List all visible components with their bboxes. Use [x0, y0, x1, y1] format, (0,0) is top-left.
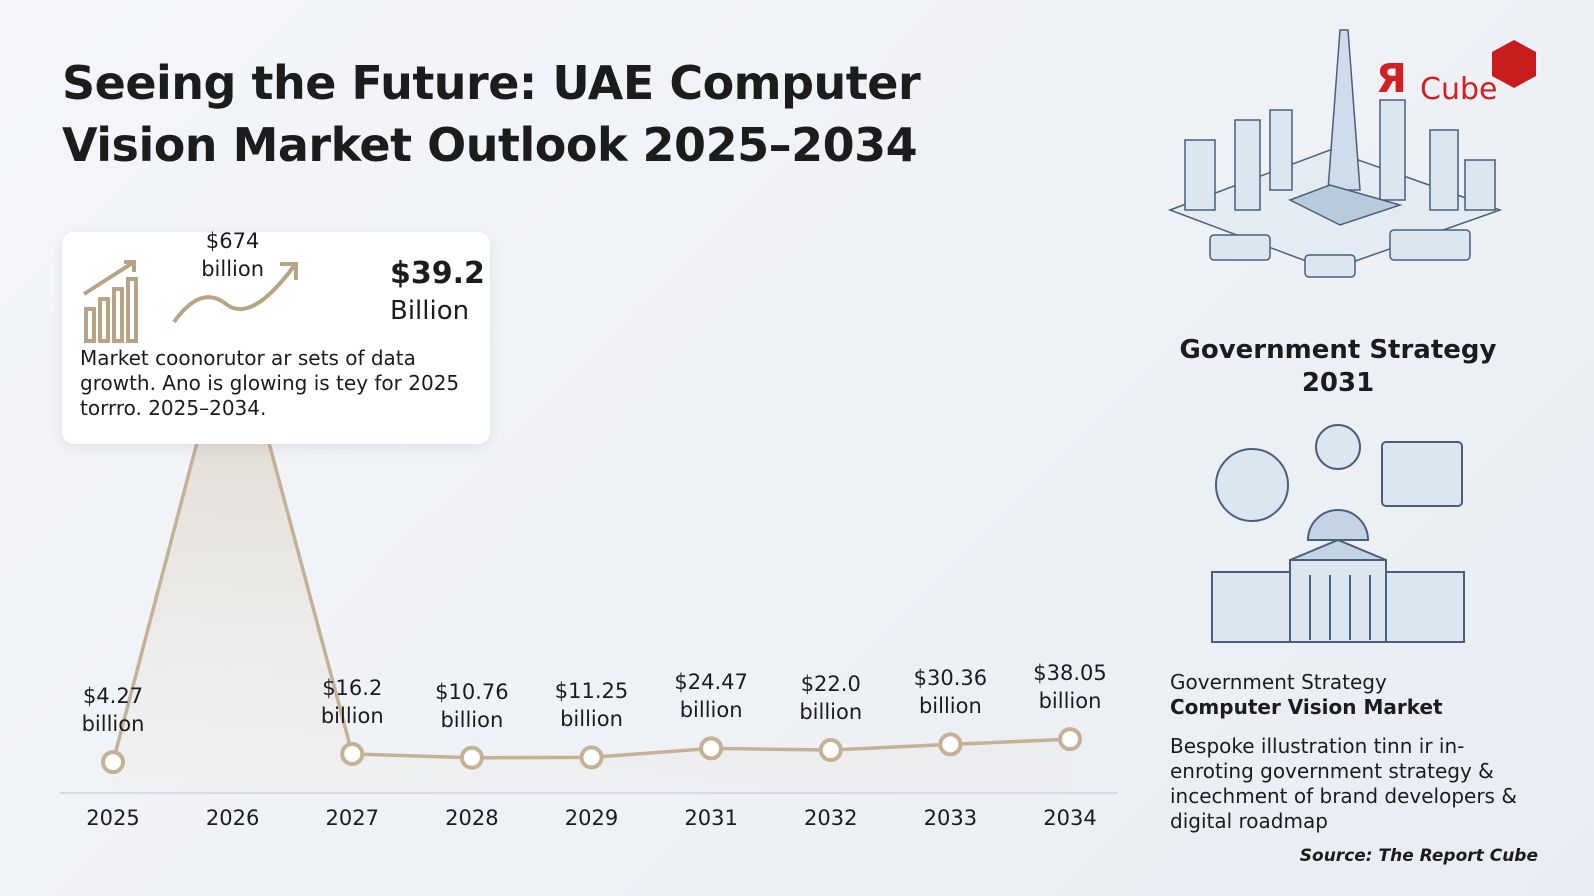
value-label: $30.36 billion — [913, 666, 988, 719]
x-tick-label: 2025 — [86, 806, 140, 830]
point — [579, 745, 604, 770]
card-unit: Billion — [390, 296, 470, 326]
value-label: $38.05 billion — [1033, 661, 1107, 714]
x-tick-label: 2034 — [1043, 806, 1097, 830]
value-label: $16.2 billion — [320, 675, 384, 728]
point — [101, 750, 125, 775]
logo-mark: Я — [1376, 56, 1407, 102]
strategy-subtitle-bold: Computer Vision Market — [1170, 695, 1443, 719]
value-label: $24.47 billion — [674, 670, 748, 723]
card-value: $39.2 — [390, 256, 485, 291]
source: Source: The Report Cube — [1299, 846, 1538, 866]
city-illustration — [1167, 29, 1503, 278]
strategy-title: Government Strategy 2031 — [1179, 335, 1497, 398]
point — [699, 736, 724, 761]
strategy-subtitle: Government Strategy — [1170, 670, 1387, 694]
value-label: $10.76 billion — [435, 679, 509, 732]
government-illustration — [1211, 424, 1465, 643]
x-tick-label: 2027 — [325, 806, 379, 830]
title: Seeing the Future: UAE Computer Vision M… — [62, 56, 921, 172]
x-tick-label: 2028 — [445, 806, 499, 830]
point — [1058, 727, 1082, 752]
x-tick-label: 2026 — [205, 806, 260, 830]
point — [938, 732, 963, 757]
point — [459, 745, 484, 770]
x-tick-label: 2032 — [804, 806, 858, 830]
point — [818, 738, 843, 763]
value-label: $4.27 billion — [81, 684, 145, 737]
x-tick-label: 2033 — [923, 806, 978, 830]
logo-cube — [1492, 40, 1536, 88]
logo-text: Cube — [1420, 72, 1498, 107]
point — [340, 741, 365, 766]
value-label: $674 billion — [201, 229, 265, 281]
x-tick-label: 2029 — [564, 806, 619, 830]
summary-card: $39.2 Billion Market coonorutor ar sets … — [62, 232, 490, 444]
value-label: $11.25 billion — [554, 679, 629, 732]
x-tick-label: 2031 — [684, 806, 738, 830]
value-label: $22.0 billion — [799, 672, 863, 725]
card-icons — [82, 260, 298, 343]
card-text: Market coonorutor ar sets of data growth… — [80, 346, 460, 420]
strategy-text: Bespoke illustration tinn ir in-enroting… — [1170, 734, 1517, 833]
